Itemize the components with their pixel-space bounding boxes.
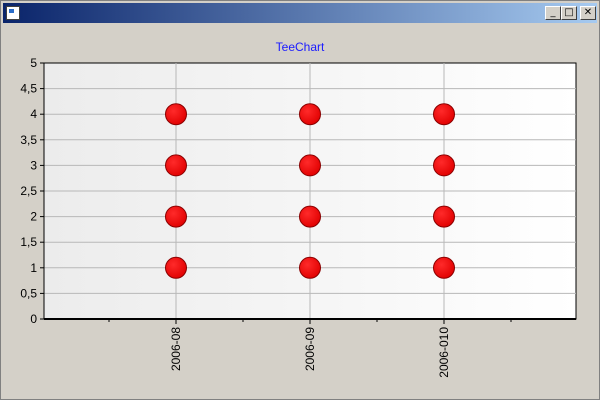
- chart-title: TeeChart: [275, 40, 325, 54]
- y-tick-label: 4,5: [20, 82, 37, 96]
- data-point: [165, 103, 187, 126]
- y-tick-label: 3,5: [20, 133, 37, 147]
- x-tick-label: 2006-010: [437, 327, 451, 378]
- minimize-button[interactable]: _: [545, 6, 561, 20]
- data-point: [299, 103, 321, 126]
- data-point: [299, 154, 321, 177]
- x-tick-label: 2006-08: [169, 327, 183, 371]
- title-bar[interactable]: _ □ ✕: [3, 3, 597, 23]
- y-tick-label: 2: [30, 210, 37, 224]
- data-point: [299, 205, 321, 228]
- data-point: [299, 256, 321, 279]
- data-point: [433, 154, 455, 177]
- x-tick-label: 2006-09: [303, 327, 317, 371]
- data-point: [433, 103, 455, 126]
- close-button[interactable]: ✕: [580, 6, 596, 20]
- y-tick-label: 1: [30, 261, 37, 275]
- data-point: [433, 205, 455, 228]
- y-tick-label: 0,5: [20, 286, 37, 300]
- y-tick-label: 0: [30, 312, 37, 326]
- y-tick-label: 5: [30, 56, 37, 70]
- y-tick-label: 2,5: [20, 184, 37, 198]
- data-point: [165, 154, 187, 177]
- maximize-button[interactable]: □: [561, 6, 577, 20]
- data-point: [165, 205, 187, 228]
- data-point: [433, 256, 455, 279]
- app-icon[interactable]: [6, 6, 20, 20]
- data-point: [165, 256, 187, 279]
- y-tick-label: 3: [30, 158, 37, 172]
- y-tick-label: 4: [30, 107, 37, 121]
- y-tick-label: 1,5: [20, 235, 37, 249]
